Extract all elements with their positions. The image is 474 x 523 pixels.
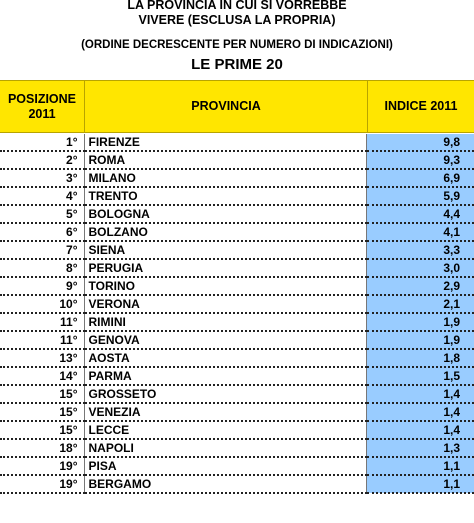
cell-province: RIMINI: [84, 313, 367, 332]
table-row: 9° TORINO 2,9: [0, 277, 474, 296]
table-row: 19° BERGAMO 1,1: [0, 475, 474, 494]
column-header-province: PROVINCIA: [85, 81, 368, 132]
table-row: 7° SIENA 3,3: [0, 241, 474, 260]
table-row: 5° BOLOGNA 4,4: [0, 205, 474, 224]
cell-index: 3,3: [366, 241, 474, 260]
cell-index: 1,1: [366, 457, 474, 476]
cell-position: 19°: [0, 457, 85, 476]
cell-province: PISA: [84, 457, 367, 476]
cell-province: PARMA: [84, 367, 367, 386]
title-line-2: VIVERE (ESCLUSA LA PROPRIA): [138, 13, 336, 27]
table-row: 19° PISA 1,1: [0, 457, 474, 476]
title-line-1: LA PROVINCIA IN CUI SI VORREBBE: [127, 0, 347, 12]
cell-province: FIRENZE: [84, 134, 367, 152]
cell-index: 1,8: [366, 349, 474, 368]
table-row: 11° RIMINI 1,9: [0, 313, 474, 332]
table-row: 18° NAPOLI 1,3: [0, 439, 474, 458]
cell-index: 1,4: [366, 385, 474, 404]
table-row: 11° GENOVA 1,9: [0, 331, 474, 350]
cell-position: 15°: [0, 403, 85, 422]
column-header-position: POSIZIONE 2011: [0, 81, 85, 132]
column-header-index-label: INDICE 2011: [384, 99, 458, 113]
cell-index: 4,1: [366, 223, 474, 242]
cell-index: 1,9: [366, 331, 474, 350]
cell-index: 1,4: [366, 403, 474, 422]
cell-position: 8°: [0, 259, 85, 278]
cell-index: 6,9: [366, 169, 474, 188]
ranking-table-body: 1° FIRENZE 9,8 2° ROMA 9,3 3° MILANO 6,9 4° TRE…: [0, 134, 474, 494]
column-header-position-label: POSIZIONE 2011: [7, 91, 77, 121]
table-row: 14° PARMA 1,5: [0, 367, 474, 386]
cell-province: BOLZANO: [84, 223, 367, 242]
cell-index: 3,0: [366, 259, 474, 278]
cell-index: 2,9: [366, 277, 474, 296]
cell-position: 3°: [0, 169, 85, 188]
cell-province: PERUGIA: [84, 259, 367, 278]
cell-province: GENOVA: [84, 331, 367, 350]
cell-position: 15°: [0, 385, 85, 404]
cell-position: 11°: [0, 331, 85, 350]
table-row: 6° BOLZANO 4,1: [0, 223, 474, 242]
cell-province: NAPOLI: [84, 439, 367, 458]
cell-position: 15°: [0, 421, 85, 440]
cell-index: 1,1: [366, 475, 474, 494]
cell-position: 19°: [0, 475, 85, 494]
cell-position: 13°: [0, 349, 85, 368]
cell-province: VENEZIA: [84, 403, 367, 422]
cell-position: 10°: [0, 295, 85, 314]
table-title: LE PRIME 20: [191, 56, 283, 73]
cell-index: 2,1: [366, 295, 474, 314]
cell-index: 1,4: [366, 421, 474, 440]
table-row: 15° VENEZIA 1,4: [0, 403, 474, 422]
cell-province: MILANO: [84, 169, 367, 188]
cell-position: 18°: [0, 439, 85, 458]
cell-index: 1,9: [366, 313, 474, 332]
column-header-province-label: PROVINCIA: [191, 99, 261, 113]
table-row: 2° ROMA 9,3: [0, 151, 474, 170]
cell-province: ROMA: [84, 151, 367, 170]
cell-position: 11°: [0, 313, 85, 332]
cell-index: 9,3: [366, 151, 474, 170]
cell-province: LECCE: [84, 421, 367, 440]
cell-index: 9,8: [366, 134, 474, 152]
cell-index: 4,4: [366, 205, 474, 224]
subtitle: (ORDINE DECRESCENTE PER NUMERO DI INDICA…: [81, 39, 393, 51]
cell-index: 1,5: [366, 367, 474, 386]
cell-index: 5,9: [366, 187, 474, 206]
cell-province: TRENTO: [84, 187, 367, 206]
cell-position: 4°: [0, 187, 85, 206]
table-row: 3° MILANO 6,9: [0, 169, 474, 188]
table-row: 10° VERONA 2,1: [0, 295, 474, 314]
cell-position: 9°: [0, 277, 85, 296]
cell-province: TORINO: [84, 277, 367, 296]
cell-position: 5°: [0, 205, 85, 224]
cell-index: 1,3: [366, 439, 474, 458]
table-row: 15° GROSSETO 1,4: [0, 385, 474, 404]
cell-province: VERONA: [84, 295, 367, 314]
cell-province: SIENA: [84, 241, 367, 260]
table-row: 8° PERUGIA 3,0: [0, 259, 474, 278]
column-header-index: INDICE 2011: [368, 81, 474, 132]
table-row: 4° TRENTO 5,9: [0, 187, 474, 206]
table-header: POSIZIONE 2011 PROVINCIA INDICE 2011: [0, 80, 474, 133]
table-row: 1° FIRENZE 9,8: [0, 134, 474, 152]
cell-province: BOLOGNA: [84, 205, 367, 224]
cell-province: AOSTA: [84, 349, 367, 368]
table-row: 15° LECCE 1,4: [0, 421, 474, 440]
cell-position: 6°: [0, 223, 85, 242]
cell-position: 1°: [0, 134, 85, 152]
ranking-table: 1° FIRENZE 9,8 2° ROMA 9,3 3° MILANO 6,9 4° TRE…: [0, 134, 474, 494]
table-row: 13° AOSTA 1,8: [0, 349, 474, 368]
cell-position: 2°: [0, 151, 85, 170]
cell-position: 14°: [0, 367, 85, 386]
cell-position: 7°: [0, 241, 85, 260]
cell-province: GROSSETO: [84, 385, 367, 404]
cell-province: BERGAMO: [84, 475, 367, 494]
